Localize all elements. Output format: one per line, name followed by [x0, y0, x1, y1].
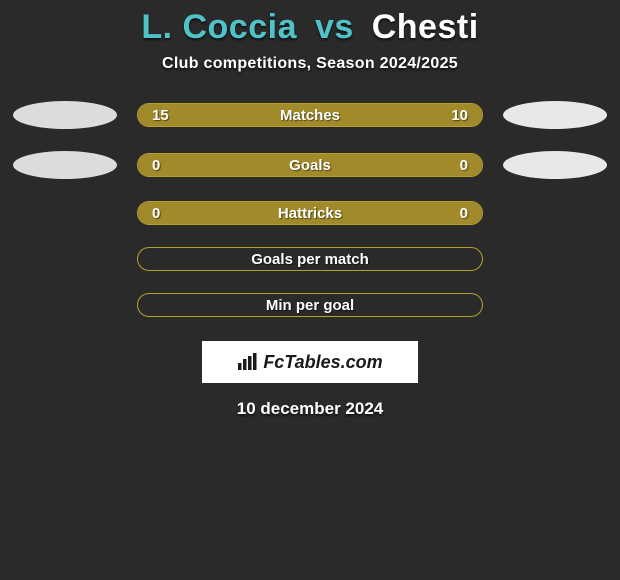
logo-text: FcTables.com	[263, 352, 382, 373]
stat-left-value: 0	[152, 205, 160, 222]
stats-list: 15 Matches 10 0 Goals 0 0 Hattricks 0 Goals per m…	[13, 101, 607, 339]
stat-left-value: 0	[152, 157, 160, 174]
stat-row: Goals per match	[13, 247, 607, 271]
page-title: L. Coccia vs Chesti	[141, 8, 478, 47]
stat-right-value: 10	[451, 107, 468, 124]
player1-badge	[13, 151, 117, 179]
vs-text: vs	[315, 8, 354, 46]
stat-row: 15 Matches 10	[13, 101, 607, 129]
stat-bar: 15 Matches 10	[137, 103, 483, 127]
stat-bar: 0 Hattricks 0	[137, 201, 483, 225]
date: 10 december 2024	[237, 399, 384, 419]
player2-badge	[503, 151, 607, 179]
player2-badge	[503, 101, 607, 129]
stat-bar: Min per goal	[137, 293, 483, 317]
stat-left-value: 15	[152, 107, 169, 124]
stat-row: 0 Goals 0	[13, 151, 607, 179]
subtitle: Club competitions, Season 2024/2025	[162, 55, 458, 73]
stat-label: Goals per match	[251, 251, 369, 268]
stat-label: Matches	[280, 107, 340, 124]
logo: FcTables.com	[237, 352, 382, 373]
stat-right-value: 0	[460, 205, 468, 222]
stat-label: Hattricks	[278, 205, 342, 222]
bar-chart-icon	[237, 353, 259, 371]
stat-row: Min per goal	[13, 293, 607, 317]
stat-label: Goals	[289, 157, 331, 174]
player2-name: Chesti	[372, 8, 479, 46]
stat-bar: 0 Goals 0	[137, 153, 483, 177]
comparison-infographic: L. Coccia vs Chesti Club competitions, S…	[0, 0, 620, 419]
player1-name: L. Coccia	[141, 8, 297, 46]
stat-row: 0 Hattricks 0	[13, 201, 607, 225]
stat-label: Min per goal	[266, 297, 354, 314]
stat-right-value: 0	[460, 157, 468, 174]
stat-bar: Goals per match	[137, 247, 483, 271]
player1-badge	[13, 101, 117, 129]
logo-box: FcTables.com	[202, 341, 418, 383]
